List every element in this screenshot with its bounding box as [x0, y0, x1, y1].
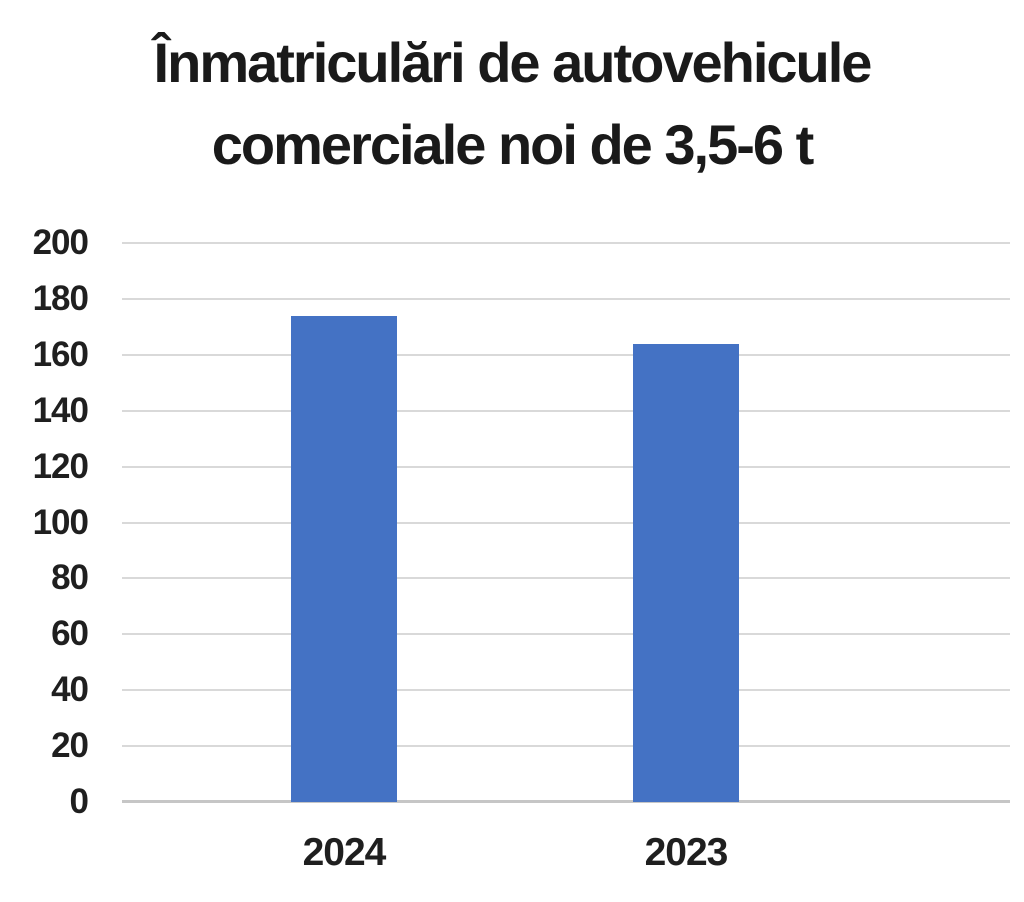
gridline-120 — [122, 465, 1010, 468]
gridline-200 — [122, 242, 1010, 244]
y-tick-label-120: 120 — [32, 446, 89, 486]
chart-title-line-1: Înmatriculări de autovehicule — [153, 31, 873, 94]
x-axis-line — [122, 800, 1010, 803]
y-tick-label-140: 140 — [32, 390, 89, 430]
plot-area — [122, 242, 1010, 803]
gridline-40 — [122, 689, 1010, 692]
x-category-label-2024: 2024 — [302, 831, 387, 874]
y-tick-label-100: 100 — [32, 502, 89, 542]
gridline-100 — [122, 521, 1010, 524]
y-tick-label-160: 160 — [32, 334, 89, 374]
gridline-140 — [122, 409, 1010, 412]
bar-2023 — [633, 344, 739, 802]
y-tick-label-40: 40 — [51, 670, 89, 710]
y-tick-label-180: 180 — [32, 278, 89, 318]
y-tick-label-60: 60 — [51, 614, 89, 654]
chart-title-line-2: comerciale noi de 3,5-6 t — [211, 113, 814, 176]
chart-title: Înmatriculări de autovehicule comerciale… — [0, 22, 1024, 186]
gridline-80 — [122, 577, 1010, 580]
x-category-label-2023: 2023 — [644, 831, 729, 874]
gridline-20 — [122, 745, 1010, 748]
gridline-60 — [122, 633, 1010, 636]
gridline-180 — [122, 297, 1010, 300]
y-tick-label-20: 20 — [51, 726, 89, 766]
y-tick-label-200: 200 — [32, 223, 89, 262]
bar-2024 — [291, 316, 397, 802]
y-tick-label-80: 80 — [51, 558, 89, 598]
gridline-160 — [122, 353, 1010, 356]
y-tick-label-0: 0 — [69, 782, 89, 821]
